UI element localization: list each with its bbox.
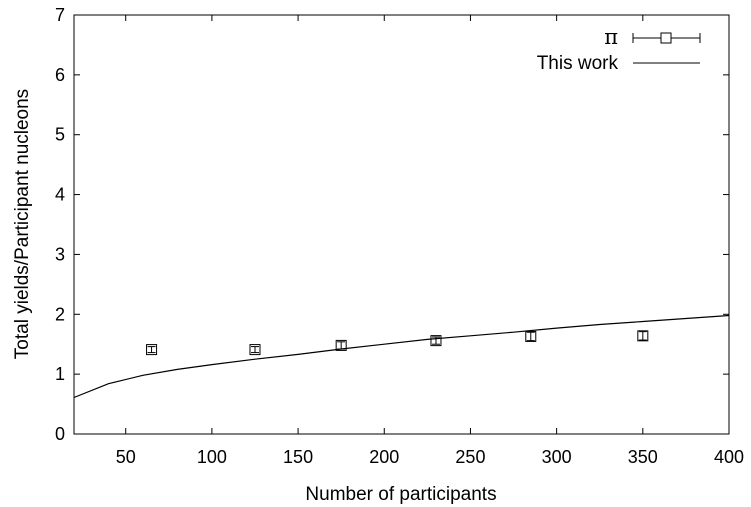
y-tick-label: 4 [55, 185, 65, 205]
pi-data-point [335, 339, 347, 351]
y-tick-label: 0 [55, 424, 65, 444]
y-tick-label: 7 [55, 5, 65, 25]
y-axis: 0 1 2 3 4 5 6 7 [55, 5, 729, 444]
plot-frame [73, 14, 730, 435]
point-series [146, 330, 649, 356]
x-tick-label: 150 [283, 447, 313, 467]
pi-data-point [146, 344, 158, 356]
pi-data-point [525, 330, 537, 342]
legend-square-marker [660, 32, 672, 44]
pi-data-point [637, 330, 649, 342]
y-tick-label: 1 [55, 364, 65, 384]
x-tick-label: 50 [116, 447, 136, 467]
x-tick-label: 350 [628, 447, 658, 467]
pi-data-point [430, 335, 442, 347]
x-axis-title: Number of participants [305, 484, 496, 505]
legend-label-pi: π [604, 25, 618, 49]
pi-data-point [249, 344, 261, 356]
x-tick-label: 300 [542, 447, 572, 467]
legend: π This work [537, 25, 701, 74]
legend-label-this-work: This work [537, 53, 619, 74]
x-tick-label: 250 [455, 447, 485, 467]
y-tick-label: 6 [55, 65, 65, 85]
y-axis-title: Total yields/Participant nucleons [12, 89, 33, 359]
x-axis: 50 100 150 200 250 300 350 400 [116, 15, 744, 467]
this-work-curve [73, 314, 730, 399]
y-tick-label: 3 [55, 244, 65, 264]
y-tick-label: 5 [55, 125, 65, 145]
x-tick-label: 200 [369, 447, 399, 467]
x-tick-label: 100 [197, 447, 227, 467]
x-tick-label: 400 [714, 447, 744, 467]
line-series [73, 314, 730, 399]
y-tick-label: 2 [55, 304, 65, 324]
